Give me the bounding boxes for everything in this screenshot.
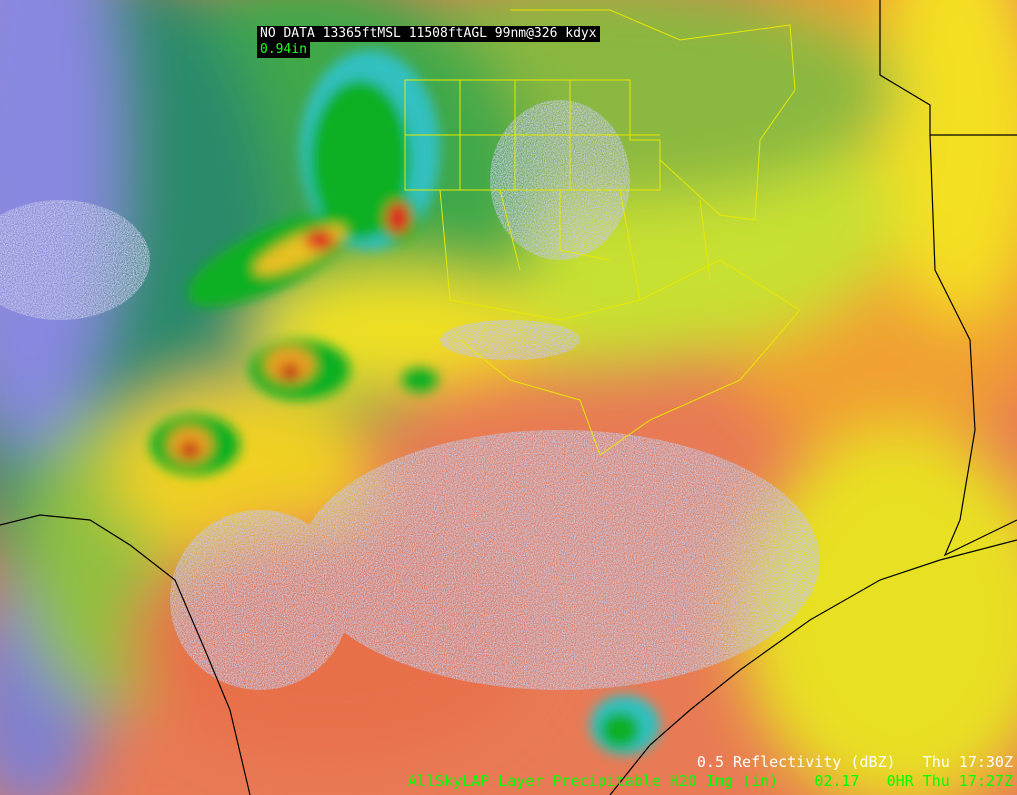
legend-precipitable-water[interactable]: AllSkyLAP Layer Precipitable H2O Img (in… bbox=[408, 772, 1013, 790]
legend-product: 0.5 Reflectivity (dBZ) bbox=[696, 753, 896, 771]
legend-time: Thu 17:30Z bbox=[922, 753, 1013, 771]
radar-reflectivity bbox=[0, 50, 820, 755]
legend-product: AllSkyLAP Layer Precipitable H2O Img (in… bbox=[407, 772, 779, 790]
county-boundaries bbox=[404, 9, 801, 456]
legend-value: 02.17 bbox=[814, 772, 860, 790]
sample-readout-value: 0.94in bbox=[257, 42, 310, 58]
sample-readout-line: NO DATA 13365ftMSL 11508ftAGL 99nm@326 k… bbox=[257, 26, 600, 42]
legend-time: 0HR Thu 17:27Z bbox=[886, 772, 1013, 790]
legend-reflectivity[interactable]: 0.5 Reflectivity (dBZ) Thu 17:30Z bbox=[697, 753, 1013, 771]
